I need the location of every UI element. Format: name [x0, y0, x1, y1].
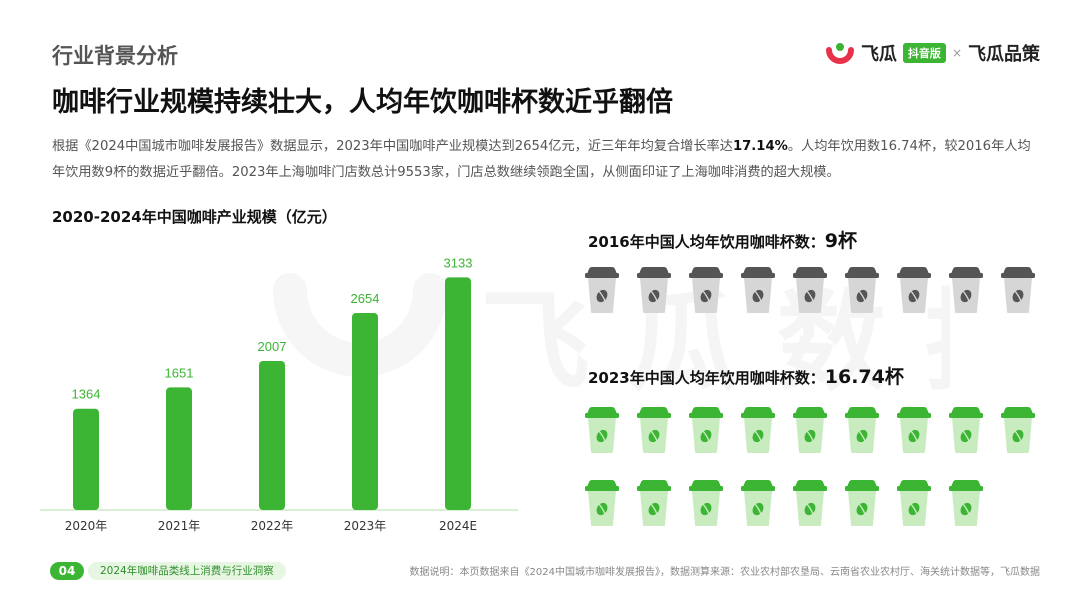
x-tick-label-2: 2022年 [251, 519, 294, 533]
coffee-2023-cup-icon [896, 405, 932, 455]
bar-value-label-3: 2654 [351, 291, 380, 306]
report-title: 2024年咖啡品类线上消费与行业洞察 [88, 562, 286, 580]
coffee-2023-cup-icon [844, 478, 880, 528]
coffee-2023-cup-icon [740, 478, 776, 528]
bar-value-label-0: 1364 [72, 387, 101, 402]
brand-logo: 飞瓜 抖音版 × 飞瓜品策 [825, 38, 1040, 68]
cups-2023-row-1 [584, 405, 1044, 455]
coffee-2023-cup-icon [584, 478, 620, 528]
cups-2023-value: 16.74杯 [824, 366, 904, 388]
coffee-2016-cup-icon [948, 265, 984, 315]
coffee-2023-cup-icon [948, 478, 984, 528]
x-tick-label-0: 2020年 [65, 519, 108, 533]
bar-3 [352, 312, 378, 510]
bar-4 [445, 277, 471, 510]
summary-paragraph: 根据《2024中国城市咖啡发展报告》数据显示，2023年中国咖啡产业规模达到26… [52, 134, 1042, 186]
summary-highlight: 17.14% [732, 139, 788, 154]
bar-value-label-2: 2007 [258, 339, 287, 354]
coffee-2023-cup-icon [1000, 405, 1036, 455]
coffee-2016-cup-icon [584, 265, 620, 315]
logo-separator: × [951, 46, 962, 60]
cups-2016-value: 9杯 [824, 230, 857, 252]
bar-chart-title: 2020-2024年中国咖啡产业规模（亿元） [52, 208, 337, 226]
cups-2016-row [584, 265, 1044, 315]
feigua-logo-icon [825, 43, 854, 64]
cups-2016-title: 2016年中国人均年饮用咖啡杯数：9杯 [588, 226, 857, 253]
section-label: 行业背景分析 [52, 44, 178, 68]
coffee-2016-cup-icon [740, 265, 776, 315]
coffee-2023-cup-icon [740, 405, 776, 455]
coffee-2023-cup-icon [844, 405, 880, 455]
logo-badge: 抖音版 [902, 43, 946, 63]
coffee-2023-cup-icon [584, 405, 620, 455]
coffee-2016-cup-icon [1000, 265, 1036, 315]
coffee-2023-cup-icon [636, 405, 672, 455]
x-tick-label-4: 2024E [439, 519, 477, 533]
logo-partner: 飞瓜品策 [968, 44, 1040, 65]
coffee-2016-cup-icon [688, 265, 724, 315]
summary-part-1: 根据《2024中国城市咖啡发展报告》数据显示，2023年中国咖啡产业规模达到26… [52, 139, 733, 154]
coffee-2023-cup-icon [792, 478, 828, 528]
coffee-2016-cup-icon [636, 265, 672, 315]
coffee-2023-cup-icon [688, 478, 724, 528]
data-note: 数据说明：本页数据来自《2024中国城市咖啡发展报告》，数据测算来源：农业农村部… [409, 567, 1040, 578]
coffee-2023-cup-icon [636, 478, 672, 528]
cups-2016-label: 2016年中国人均年饮用咖啡杯数： [588, 233, 825, 251]
x-tick-label-1: 2021年 [158, 519, 201, 533]
page-title: 咖啡行业规模持续壮大，人均年饮咖啡杯数近乎翻倍 [52, 87, 673, 118]
coffee-2023-cup-icon [688, 405, 724, 455]
coffee-2016-cup-icon [844, 265, 880, 315]
coffee-2016-cup-icon [792, 265, 828, 315]
summary-part-2: 。人均年饮用数16.74杯，较2016年人均年饮用数9杯的数据近乎翻倍。2023… [52, 139, 1031, 180]
coffee-2023-cup-icon [792, 405, 828, 455]
cups-2023-title: 2023年中国人均年饮用咖啡杯数：16.74杯 [588, 362, 904, 389]
bar-2 [259, 360, 285, 510]
logo-brand: 飞瓜 [860, 44, 897, 65]
bar-value-label-1: 1651 [165, 365, 194, 380]
coffee-2023-cup-icon [948, 405, 984, 455]
cups-2023-row-2 [584, 478, 1044, 528]
cups-2023-label: 2023年中国人均年饮用咖啡杯数： [588, 369, 825, 387]
coffee-2023-cup-icon [896, 478, 932, 528]
bar-1 [166, 387, 192, 510]
bar-0 [73, 408, 99, 510]
page-number: 04 [50, 562, 84, 580]
bar-value-label-4: 3133 [444, 255, 473, 270]
coffee-2016-cup-icon [896, 265, 932, 315]
x-tick-label-3: 2023年 [344, 519, 387, 533]
bar-chart: 1364 2020年 1651 2021年 2007 2022年 2654 2023年 3133… [40, 255, 518, 533]
